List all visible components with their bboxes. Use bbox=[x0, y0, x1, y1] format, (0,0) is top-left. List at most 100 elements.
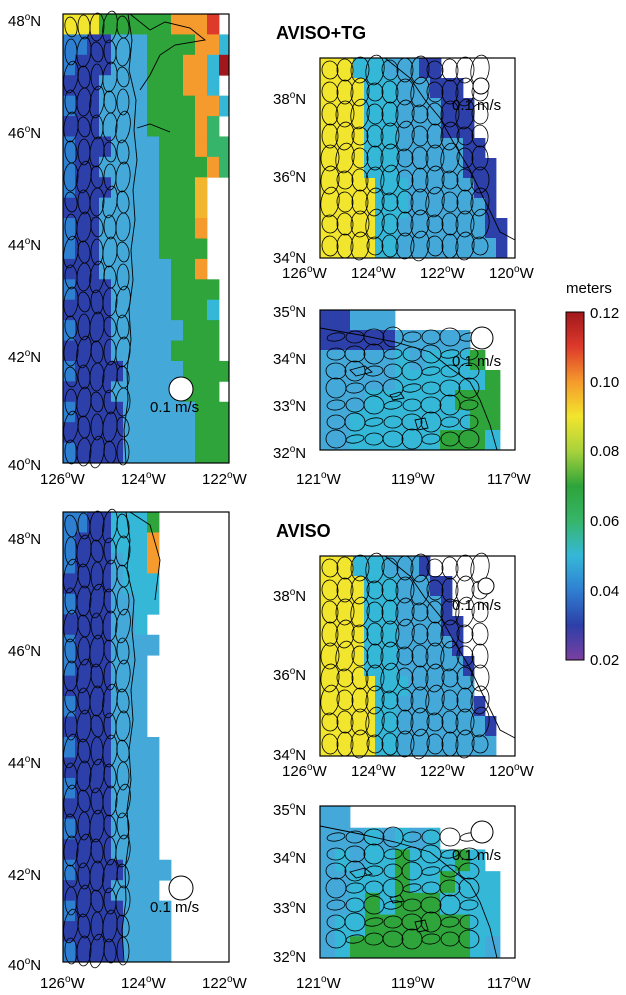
ssh-cell bbox=[320, 849, 336, 872]
ssh-cell bbox=[331, 158, 343, 179]
variance-ellipse bbox=[345, 434, 365, 444]
lat-label: 42oN bbox=[8, 348, 41, 366]
ssh-cell bbox=[397, 596, 409, 617]
variance-ellipse bbox=[441, 689, 459, 711]
ssh-cell bbox=[99, 696, 112, 717]
ssh-cell bbox=[419, 576, 431, 597]
colorbar-tick-label: 0.06 bbox=[590, 513, 619, 530]
ssh-cell bbox=[135, 593, 148, 615]
ssh-cell bbox=[183, 258, 196, 280]
ssh-cell bbox=[75, 442, 88, 464]
ssh-cell bbox=[147, 777, 160, 799]
variance-ellipse bbox=[366, 236, 384, 256]
ssh-cell bbox=[375, 198, 387, 219]
variance-ellipse bbox=[366, 124, 384, 148]
ssh-cell bbox=[452, 656, 464, 677]
ssh-cell bbox=[342, 616, 354, 637]
variance-ellipse bbox=[440, 349, 460, 359]
variance-ellipse bbox=[90, 663, 104, 689]
variance-ellipse bbox=[381, 690, 399, 710]
ssh-cell bbox=[147, 299, 160, 321]
ssh-cell bbox=[147, 818, 160, 840]
ssh-cell bbox=[350, 310, 366, 331]
variance-ellipse bbox=[410, 686, 430, 714]
variance-ellipse bbox=[410, 230, 430, 262]
ssh-cell bbox=[135, 14, 148, 35]
ssh-cell bbox=[375, 716, 387, 737]
variance-ellipse bbox=[401, 413, 423, 431]
ssh-cell bbox=[320, 118, 332, 139]
variance-ellipse bbox=[471, 601, 489, 623]
ssh-cell bbox=[75, 156, 88, 178]
ssh-cell bbox=[397, 98, 409, 119]
lon-labels-upper-north: 126oW 124oW 122oW bbox=[40, 470, 248, 488]
lat-labels-upper-south: 38oN 36oN 34oN bbox=[273, 90, 306, 267]
ssh-cell bbox=[335, 806, 351, 829]
variance-ellipse bbox=[366, 734, 384, 754]
variance-ellipse bbox=[471, 145, 489, 171]
ssh-cell bbox=[410, 410, 426, 431]
variance-ellipse bbox=[64, 366, 78, 388]
variance-ellipse bbox=[440, 916, 460, 928]
variance-ellipse bbox=[383, 348, 403, 360]
ssh-cell bbox=[183, 95, 196, 117]
ssh-cell bbox=[342, 78, 354, 99]
variance-ellipse bbox=[64, 16, 78, 38]
ssh-cell bbox=[87, 34, 100, 56]
ssh-cell bbox=[463, 198, 475, 219]
ssh-cell bbox=[135, 381, 148, 403]
ssh-cell bbox=[419, 596, 431, 617]
ssh-cell bbox=[375, 596, 387, 617]
variance-ellipse bbox=[411, 623, 429, 645]
variance-ellipse bbox=[402, 331, 422, 343]
ssh-cell bbox=[135, 675, 148, 697]
variance-ellipse bbox=[426, 712, 444, 732]
variance-ellipse bbox=[420, 896, 442, 914]
variance-ellipse bbox=[425, 663, 445, 693]
ssh-cell bbox=[75, 675, 88, 697]
ssh-cell bbox=[135, 880, 148, 902]
ssh-cell bbox=[441, 736, 453, 757]
frame-upper-south bbox=[319, 57, 516, 259]
ssh-cell bbox=[353, 98, 365, 119]
ssh-cell bbox=[474, 696, 486, 717]
variance-ellipse bbox=[116, 139, 130, 165]
variance-ellipse bbox=[63, 162, 79, 192]
ssh-cell bbox=[111, 340, 124, 362]
variance-ellipse bbox=[381, 101, 399, 127]
ssh-cell bbox=[350, 350, 366, 371]
ssh-cell bbox=[147, 422, 160, 443]
ssh-cell bbox=[87, 14, 100, 35]
variance-ellipses-lower-socal bbox=[325, 826, 480, 950]
variance-ellipse bbox=[336, 689, 354, 711]
variance-ellipse bbox=[395, 99, 415, 129]
ssh-cell bbox=[63, 258, 76, 280]
variance-ellipse bbox=[471, 643, 489, 669]
variance-ellipse bbox=[103, 814, 117, 838]
variance-ellipse bbox=[381, 59, 399, 81]
ssh-cell bbox=[171, 197, 184, 219]
ssh-cell bbox=[159, 442, 172, 464]
ssh-cell bbox=[195, 258, 208, 280]
ssh-cell bbox=[320, 636, 332, 657]
variance-ellipse bbox=[420, 396, 442, 414]
ssh-cell bbox=[386, 58, 398, 79]
ssh-cell bbox=[87, 512, 100, 533]
ref-vector-label-lower-socal: 0.1 m/s bbox=[452, 847, 501, 864]
ssh-cell bbox=[425, 390, 441, 411]
ssh-cell bbox=[441, 118, 453, 139]
ssh-cell bbox=[320, 78, 332, 99]
variance-ellipse bbox=[396, 190, 414, 214]
ssh-cell bbox=[463, 98, 475, 119]
variance-ellipse bbox=[116, 812, 130, 840]
variance-ellipse bbox=[471, 236, 489, 256]
ssh-cell bbox=[219, 136, 230, 158]
ssh-cell bbox=[386, 616, 398, 637]
ssh-cell bbox=[183, 340, 196, 362]
variance-ellipse bbox=[425, 642, 445, 670]
ssh-cell bbox=[430, 198, 442, 219]
colorbar-gradient bbox=[565, 311, 585, 661]
ssh-cell bbox=[474, 238, 486, 259]
variance-ellipse bbox=[471, 622, 489, 646]
variance-ellipse bbox=[351, 189, 369, 215]
